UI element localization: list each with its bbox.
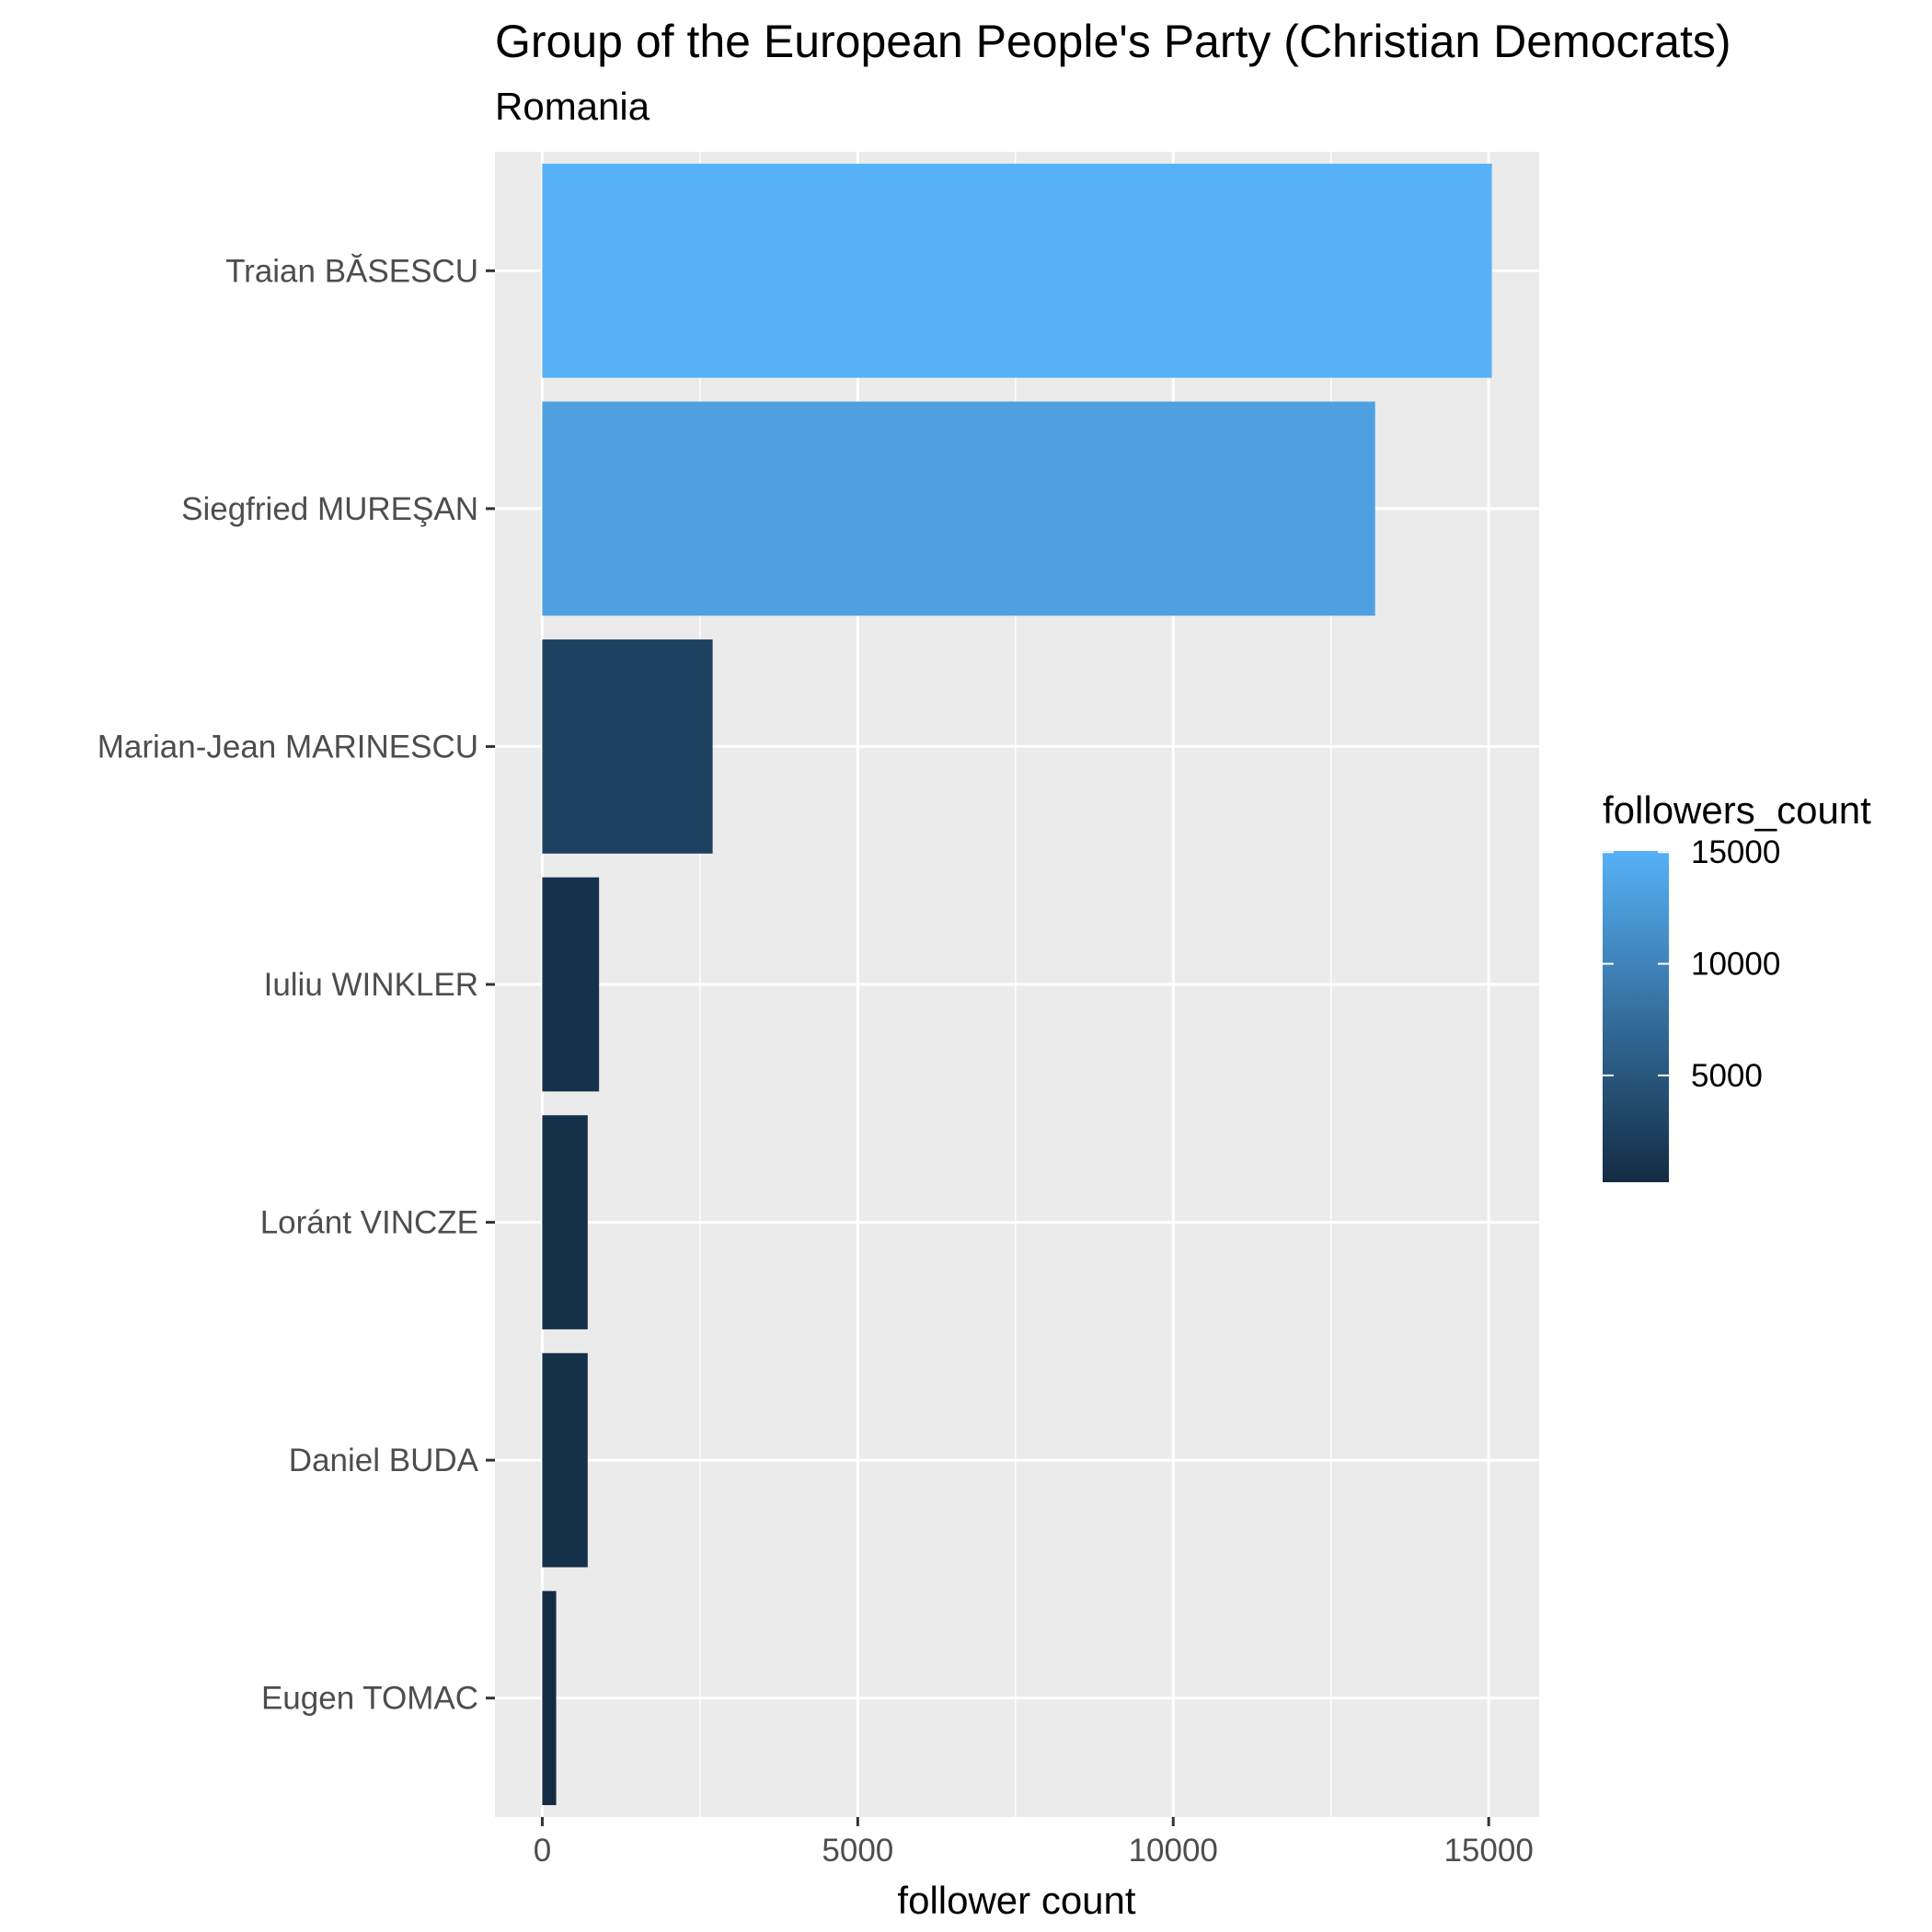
- legend-tick-label: 15000: [1691, 834, 1780, 870]
- y-tick-label: Loránt VINCZE: [260, 1205, 478, 1241]
- x-axis-title: follower count: [897, 1879, 1135, 1922]
- legend-colorbar: [1603, 851, 1669, 1182]
- chart-title: Group of the European People's Party (Ch…: [495, 16, 1731, 67]
- legend-tick-label: 10000: [1691, 947, 1780, 983]
- x-axis: 0 5000 10000 15000: [534, 1817, 1534, 1869]
- y-tick-label: Daniel BUDA: [289, 1443, 479, 1478]
- legend-title: followers_count: [1603, 788, 1871, 832]
- bar: [542, 1591, 557, 1806]
- x-tick-label: 15000: [1443, 1833, 1533, 1869]
- x-tick-label: 5000: [822, 1833, 893, 1869]
- legend-ticks: 5000 10000 15000: [1603, 834, 1780, 1094]
- y-tick-label: Siegfried MUREŞAN: [181, 491, 478, 527]
- legend-tick-label: 5000: [1691, 1058, 1763, 1094]
- bar: [542, 401, 1375, 616]
- y-tick-label: Iuliu WINKLER: [264, 967, 478, 1003]
- x-tick-label: 10000: [1129, 1833, 1218, 1869]
- bar: [542, 639, 713, 854]
- bars: [542, 163, 1492, 1806]
- bar: [542, 1352, 588, 1568]
- legend: followers_count 5000 10000 15000: [1603, 788, 1871, 1182]
- bar: [542, 877, 600, 1092]
- y-tick-label: Marian-Jean MARINESCU: [98, 729, 478, 765]
- bar: [542, 163, 1492, 378]
- y-tick-label: Eugen TOMAC: [261, 1681, 478, 1717]
- x-tick-label: 0: [534, 1833, 551, 1869]
- y-axis: Traian BĂSESCU Siegfried MUREŞAN Marian-Je…: [98, 253, 495, 1717]
- y-tick-label: Traian BĂSESCU: [225, 253, 478, 289]
- chart-subtitle: Romania: [495, 85, 650, 128]
- bar: [542, 1115, 588, 1329]
